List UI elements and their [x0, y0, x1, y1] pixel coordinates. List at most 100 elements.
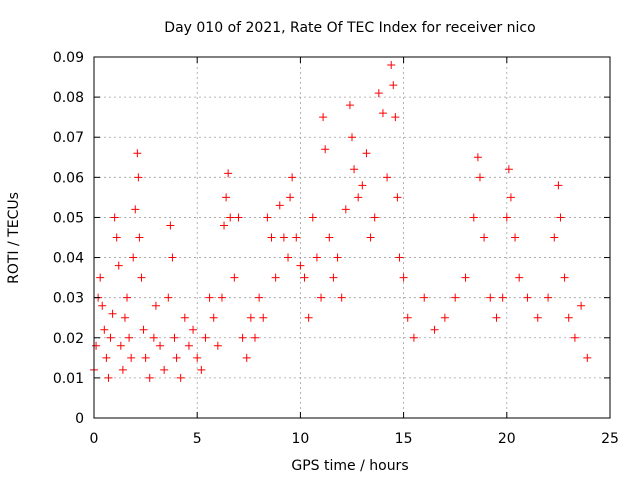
data-point — [333, 253, 342, 262]
data-point — [275, 201, 284, 210]
y-tick-label: 0.04 — [53, 251, 84, 267]
x-tick-label: 10 — [291, 431, 309, 447]
data-point — [170, 333, 179, 342]
y-axis-label: ROTI / TECUs — [6, 192, 22, 284]
data-point — [271, 273, 280, 282]
data-point — [451, 293, 460, 302]
data-point — [403, 313, 412, 322]
data-point — [387, 61, 396, 70]
data-point — [420, 293, 429, 302]
data-point — [393, 193, 402, 202]
data-point — [96, 273, 105, 282]
data-point — [213, 341, 222, 350]
data-point — [533, 313, 542, 322]
data-point — [583, 353, 592, 362]
data-point — [172, 353, 181, 362]
data-point — [106, 333, 115, 342]
data-point — [151, 301, 160, 310]
data-point — [399, 273, 408, 282]
data-point — [475, 173, 484, 182]
data-point — [284, 253, 293, 262]
data-point — [104, 373, 113, 382]
data-point — [304, 313, 313, 322]
data-point — [523, 293, 532, 302]
data-point — [570, 333, 579, 342]
x-tick-label: 20 — [498, 431, 516, 447]
data-point — [238, 333, 247, 342]
axis-ticks — [93, 56, 611, 419]
data-point — [112, 233, 121, 242]
data-point — [108, 309, 117, 318]
x-tick-label: 15 — [395, 431, 413, 447]
data-point — [440, 313, 449, 322]
data-point — [560, 273, 569, 282]
data-point — [321, 145, 330, 154]
data-point — [116, 341, 125, 350]
data-point — [156, 341, 165, 350]
y-tick-label: 0.02 — [53, 331, 84, 347]
y-tick-label: 0.01 — [53, 371, 84, 387]
data-point — [461, 273, 470, 282]
data-points — [90, 61, 592, 382]
data-point — [337, 293, 346, 302]
data-point — [98, 301, 107, 310]
data-point — [205, 293, 214, 302]
data-point — [292, 233, 301, 242]
data-point — [383, 173, 392, 182]
data-point — [259, 313, 268, 322]
data-point — [134, 173, 143, 182]
data-point — [378, 109, 387, 118]
data-point — [554, 181, 563, 190]
data-point — [409, 333, 418, 342]
data-point — [511, 233, 520, 242]
data-point — [250, 333, 259, 342]
chart-title: Day 010 of 2021, Rate Of TEC Index for r… — [164, 20, 535, 36]
data-point — [201, 333, 210, 342]
data-point — [348, 133, 356, 142]
y-tick-label: 0.05 — [53, 210, 84, 226]
data-point — [222, 193, 231, 202]
data-point — [473, 153, 482, 162]
data-point — [308, 213, 317, 222]
data-point — [362, 149, 371, 158]
data-point — [197, 365, 206, 374]
data-point — [224, 169, 233, 178]
y-tick-label: 0.09 — [53, 50, 84, 66]
data-point — [325, 233, 334, 242]
data-point — [267, 233, 276, 242]
x-tick-label: 0 — [90, 431, 99, 447]
data-point — [160, 365, 169, 374]
data-point — [279, 233, 288, 242]
data-point — [498, 293, 507, 302]
data-point — [180, 313, 189, 322]
data-point — [193, 353, 202, 362]
data-point — [389, 81, 398, 90]
y-tick-label: 0 — [75, 411, 84, 427]
data-point — [114, 261, 123, 270]
data-point — [329, 273, 338, 282]
data-point — [135, 233, 144, 242]
y-tick-labels: 0 0.01 0.02 0.03 0.04 0.05 0.06 0.07 0.08 0.09 — [53, 50, 84, 427]
data-point — [366, 233, 375, 242]
data-point — [217, 293, 226, 302]
data-point — [312, 253, 321, 262]
data-point — [300, 273, 309, 282]
data-point — [317, 293, 326, 302]
grid-lines — [94, 57, 610, 418]
data-point — [209, 313, 218, 322]
y-tick-label: 0.07 — [53, 130, 84, 146]
data-point — [296, 261, 305, 270]
y-tick-label: 0.03 — [53, 291, 84, 307]
data-point — [350, 165, 359, 174]
data-point — [168, 253, 177, 262]
data-point — [354, 193, 363, 202]
data-point — [286, 193, 295, 202]
y-tick-label: 0.08 — [53, 90, 84, 106]
data-point — [129, 253, 138, 262]
data-point — [288, 173, 297, 182]
data-point — [246, 313, 255, 322]
data-point — [110, 213, 119, 222]
data-point — [127, 353, 136, 362]
x-tick-label: 5 — [193, 431, 202, 447]
